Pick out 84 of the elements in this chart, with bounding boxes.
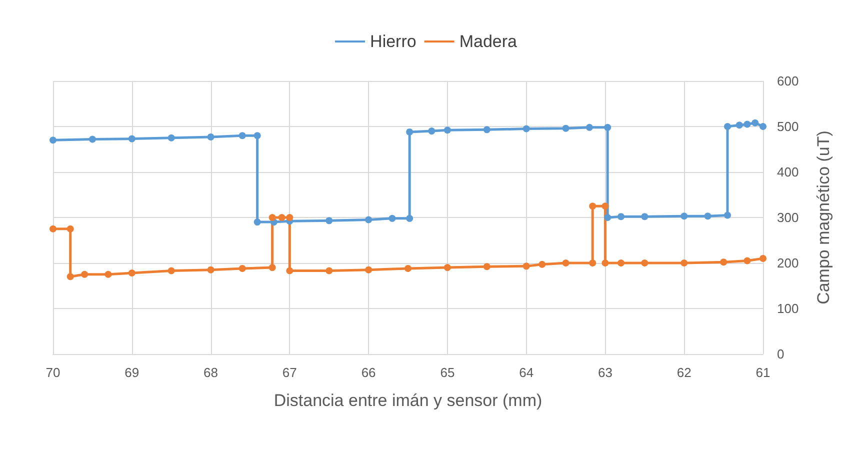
point (760, 254, 766, 262)
point (602, 260, 609, 266)
point (538, 260, 546, 268)
point (50, 136, 56, 144)
point (724, 123, 731, 130)
x-tick-label: 67 (282, 365, 297, 380)
y-tick-label: 200 (777, 256, 799, 270)
point (604, 124, 612, 131)
point (238, 132, 246, 140)
point (268, 214, 276, 221)
point (238, 264, 246, 272)
point (278, 214, 286, 221)
y-tick-label: 400 (777, 164, 799, 180)
point (744, 120, 751, 128)
x-axis-title: Distancia entre imán y sensor (mm) (274, 391, 542, 410)
point (66, 225, 74, 232)
point (736, 122, 743, 129)
point (604, 214, 612, 221)
x-tick-label: 70 (46, 365, 60, 380)
point (641, 260, 648, 266)
point (254, 132, 261, 140)
x-tick-label: 63 (598, 365, 612, 380)
point (760, 123, 766, 130)
y-tick-label: 100 (777, 301, 799, 316)
point (589, 260, 596, 266)
y-tick-label: 500 (777, 119, 799, 134)
point (744, 257, 751, 264)
point (618, 213, 624, 220)
point (268, 264, 276, 272)
point (128, 135, 136, 142)
point (286, 214, 294, 221)
x-tick-label: 68 (204, 365, 218, 380)
point (562, 124, 570, 132)
point (680, 212, 688, 220)
point (254, 218, 261, 226)
point (128, 270, 136, 277)
point (724, 212, 731, 219)
point (522, 125, 530, 132)
y-tick-label: 0 (777, 346, 784, 362)
point (562, 260, 570, 266)
legend-label: Hierro (370, 32, 416, 51)
y-tick-label: 300 (777, 210, 799, 225)
point (207, 133, 214, 140)
x-tick-label: 62 (676, 365, 692, 380)
point (752, 119, 759, 126)
point (406, 214, 414, 222)
point (589, 202, 596, 210)
point (104, 270, 112, 278)
point (88, 136, 96, 143)
point (365, 216, 372, 224)
point (326, 267, 333, 274)
point (444, 264, 451, 272)
x-tick-label: 61 (756, 365, 770, 380)
point (404, 264, 412, 272)
point (168, 134, 175, 142)
point (483, 263, 490, 270)
point (326, 217, 333, 224)
point (406, 128, 414, 136)
point (618, 260, 624, 266)
point (66, 273, 74, 280)
point (586, 124, 593, 131)
legend-label: Madera (459, 32, 518, 51)
y-axis-title: Campo magnético (uT) (814, 130, 833, 304)
point (81, 270, 88, 278)
x-tick-label: 69 (124, 365, 140, 380)
point (168, 267, 175, 274)
point (50, 225, 56, 232)
x-tick-label: 66 (361, 365, 376, 380)
y-tick-label: 600 (777, 74, 799, 88)
point (483, 126, 490, 134)
point (207, 266, 214, 274)
point (522, 262, 530, 270)
point (365, 266, 372, 274)
point (641, 213, 648, 220)
point (720, 258, 728, 266)
point (388, 214, 396, 222)
point (444, 126, 451, 134)
point (286, 267, 294, 274)
point (428, 128, 436, 135)
point (680, 260, 688, 266)
x-tick-label: 65 (440, 365, 455, 380)
x-tick-label: 64 (519, 365, 534, 380)
point (602, 202, 609, 210)
point (704, 212, 712, 220)
